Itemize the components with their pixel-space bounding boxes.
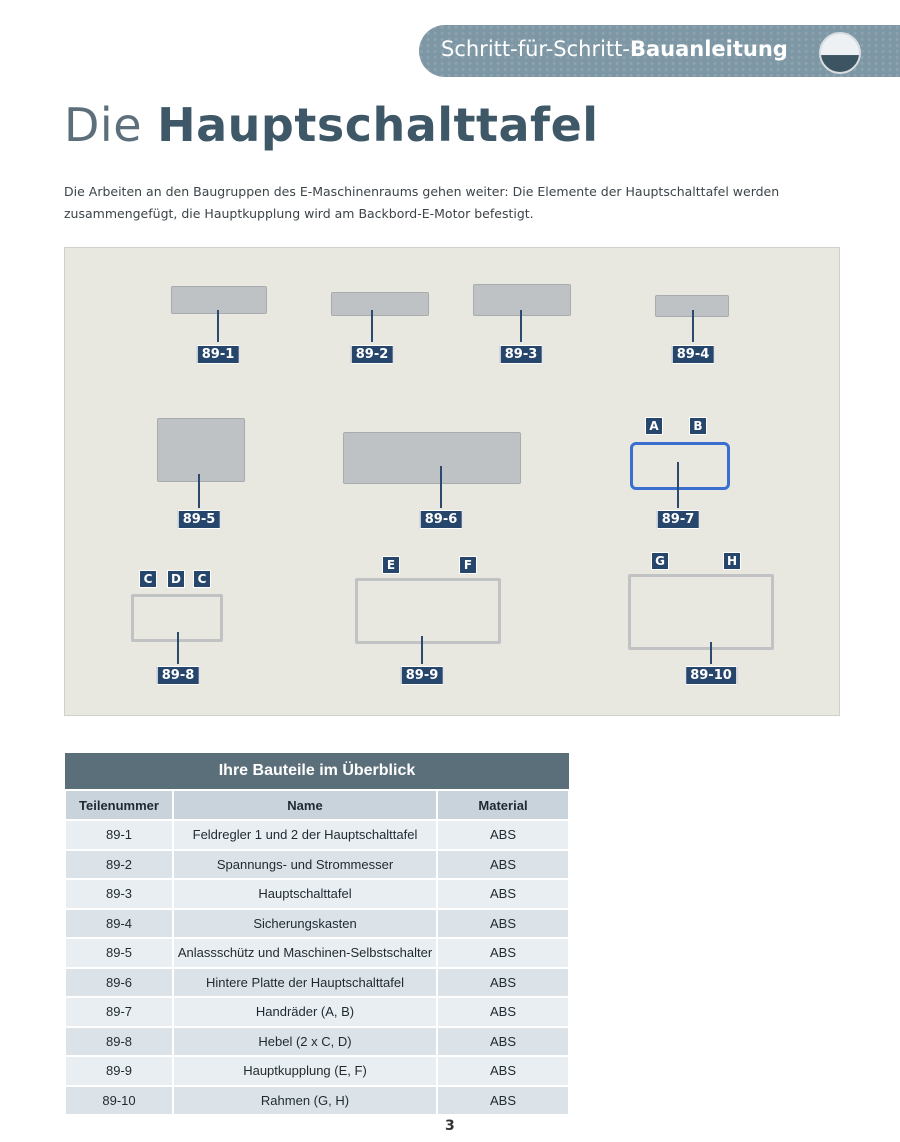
label-89-7: 89-7 [656, 510, 700, 529]
part-89-9 [355, 578, 501, 644]
letter-f: F [459, 556, 477, 574]
cell-part-number: 89-6 [64, 966, 174, 998]
label-89-5: 89-5 [177, 510, 221, 529]
cell-part-number: 89-10 [64, 1084, 174, 1116]
cell-part-number: 89-5 [64, 937, 174, 969]
label-89-4: 89-4 [671, 345, 715, 364]
letter-a: A [645, 417, 663, 435]
part-89-10 [628, 574, 774, 650]
table-row: 89-8 Hebel (2 x C, D) ABS [64, 1025, 570, 1057]
table-row: 89-9 Hauptkupplung (E, F) ABS [64, 1055, 570, 1087]
table-row: 89-1 Feldregler 1 und 2 der Hauptschaltta… [64, 819, 570, 851]
letter-e: E [382, 556, 400, 574]
part-89-3 [473, 284, 571, 316]
part-89-1 [171, 286, 267, 314]
col-header-name: Name [172, 789, 438, 821]
cell-part-number: 89-2 [64, 848, 174, 880]
globe-icon [819, 32, 861, 74]
letter-d: D [167, 570, 185, 588]
part-89-7 [630, 442, 730, 490]
table-row: 89-5 Anlassschütz und Maschinen-Selbstsch… [64, 937, 570, 969]
cell-name: Feldregler 1 und 2 der Hauptschalttafel [172, 819, 438, 851]
cell-material: ABS [436, 907, 570, 939]
part-89-2 [331, 292, 429, 316]
cell-part-number: 89-9 [64, 1055, 174, 1087]
label-89-6: 89-6 [419, 510, 463, 529]
cell-material: ABS [436, 848, 570, 880]
table-row: 89-7 Handräder (A, B) ABS [64, 996, 570, 1028]
cell-material: ABS [436, 878, 570, 910]
cell-name: Hebel (2 x C, D) [172, 1025, 438, 1057]
cell-part-number: 89-7 [64, 996, 174, 1028]
cell-part-number: 89-3 [64, 878, 174, 910]
cell-part-number: 89-4 [64, 907, 174, 939]
cell-material: ABS [436, 1084, 570, 1116]
cell-material: ABS [436, 819, 570, 851]
cell-name: Hauptkupplung (E, F) [172, 1055, 438, 1087]
banner-title: Schritt-für-Schritt-Bauanleitung [441, 37, 788, 61]
cell-name: Spannungs- und Strommesser [172, 848, 438, 880]
cell-name: Handräder (A, B) [172, 996, 438, 1028]
cell-name: Anlassschütz und Maschinen-Selbstschalte… [172, 937, 438, 969]
label-89-2: 89-2 [350, 345, 394, 364]
label-89-9: 89-9 [400, 666, 444, 685]
intro-text: Die Arbeiten an den Baugruppen des E-Mas… [64, 184, 780, 221]
cell-name: Sicherungskasten [172, 907, 438, 939]
page-title: Die Hauptschalttafel [64, 98, 599, 152]
banner-regular: Schritt-für-Schritt- [441, 37, 630, 61]
page-number: 3 [445, 1118, 455, 1134]
part-89-5 [157, 418, 245, 482]
cell-name: Hauptschalttafel [172, 878, 438, 910]
cell-part-number: 89-1 [64, 819, 174, 851]
letter-b: B [689, 417, 707, 435]
col-header-part-number: Teilenummer [64, 789, 174, 821]
cell-material: ABS [436, 1025, 570, 1057]
title-bold: Hauptschalttafel [157, 98, 599, 152]
table-caption: Ihre Bauteile im Überblick [65, 753, 569, 790]
cell-material: ABS [436, 937, 570, 969]
label-89-1: 89-1 [196, 345, 240, 364]
label-89-10: 89-10 [685, 666, 737, 685]
table-row: 89-6 Hintere Platte der Hauptschalttafel A… [64, 966, 570, 998]
cell-material: ABS [436, 966, 570, 998]
cell-material: ABS [436, 996, 570, 1028]
table-row: 89-4 Sicherungskasten ABS [64, 907, 570, 939]
cell-name: Hintere Platte der Hauptschalttafel [172, 966, 438, 998]
table-row: 89-3 Hauptschalttafel ABS [64, 878, 570, 910]
letter-h: H [723, 552, 741, 570]
letter-c: C [193, 570, 211, 588]
table-row: 89-10 Rahmen (G, H) ABS [64, 1084, 570, 1116]
parts-table: Ihre Bauteile im Überblick Teilenummer N… [64, 753, 570, 1116]
section-banner: Schritt-für-Schritt-Bauanleitung [419, 25, 900, 77]
cell-material: ABS [436, 1055, 570, 1087]
cell-name: Rahmen (G, H) [172, 1084, 438, 1116]
banner-bold: Bauanleitung [629, 37, 788, 61]
part-89-6 [343, 432, 521, 484]
cell-part-number: 89-8 [64, 1025, 174, 1057]
label-89-3: 89-3 [499, 345, 543, 364]
table-row: 89-2 Spannungs- und Strommesser ABS [64, 848, 570, 880]
col-header-material: Material [436, 789, 570, 821]
letter-c: C [139, 570, 157, 588]
label-89-8: 89-8 [156, 666, 200, 685]
title-regular: Die [64, 98, 158, 152]
parts-photo: 89-1 89-2 89-3 89-4 89-5 89-6 89-7 89-8 … [64, 247, 840, 716]
letter-g: G [651, 552, 669, 570]
